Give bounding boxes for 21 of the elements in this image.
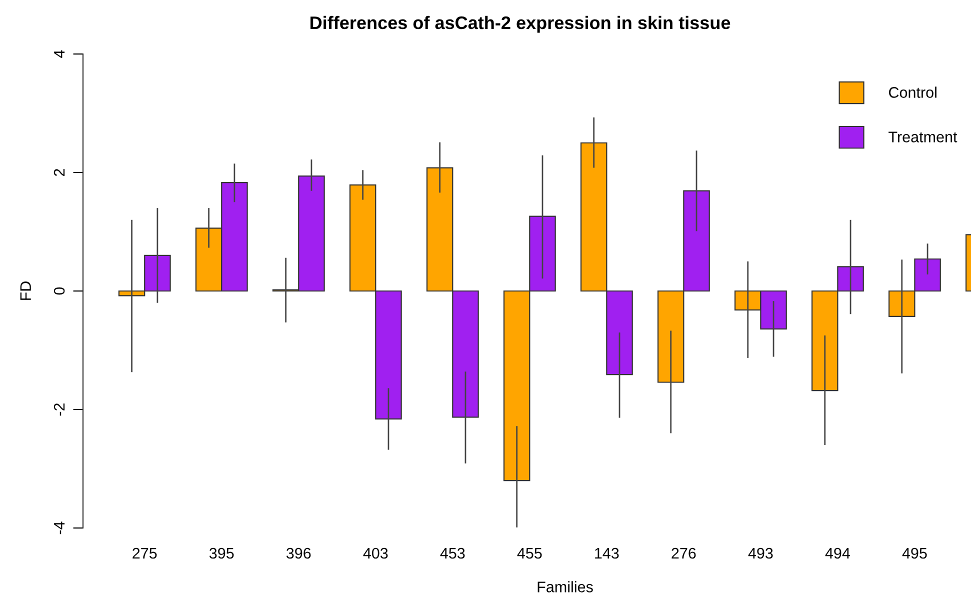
y-tick-label: -2 <box>54 403 65 416</box>
x-tick-label: 495 <box>902 548 927 559</box>
legend-label: Treatment <box>888 132 958 142</box>
x-tick-label: 493 <box>748 548 773 559</box>
x-tick-label: 275 <box>132 548 157 559</box>
x-tick-label: 396 <box>286 548 311 559</box>
y-tick-label: -4 <box>54 522 65 534</box>
y-tick-label: 0 <box>54 287 65 295</box>
x-tick-label: 143 <box>595 548 619 559</box>
x-tick-label: 453 <box>440 548 465 559</box>
y-tick-label: 2 <box>54 169 65 176</box>
x-tick-label: 455 <box>517 548 542 559</box>
x-axis-title: Families <box>538 581 593 592</box>
x-tick-label: 395 <box>209 548 234 559</box>
legend-label: Control <box>888 86 936 98</box>
y-tick-label: 4 <box>54 50 65 58</box>
y-axis-title: FD <box>20 282 31 300</box>
x-tick-label: 494 <box>825 548 850 559</box>
x-tick-label: 276 <box>672 548 696 559</box>
x-tick-label: 403 <box>363 548 388 559</box>
chart-title: Differences of asCath-2 expression in skin tissue <box>310 16 730 33</box>
